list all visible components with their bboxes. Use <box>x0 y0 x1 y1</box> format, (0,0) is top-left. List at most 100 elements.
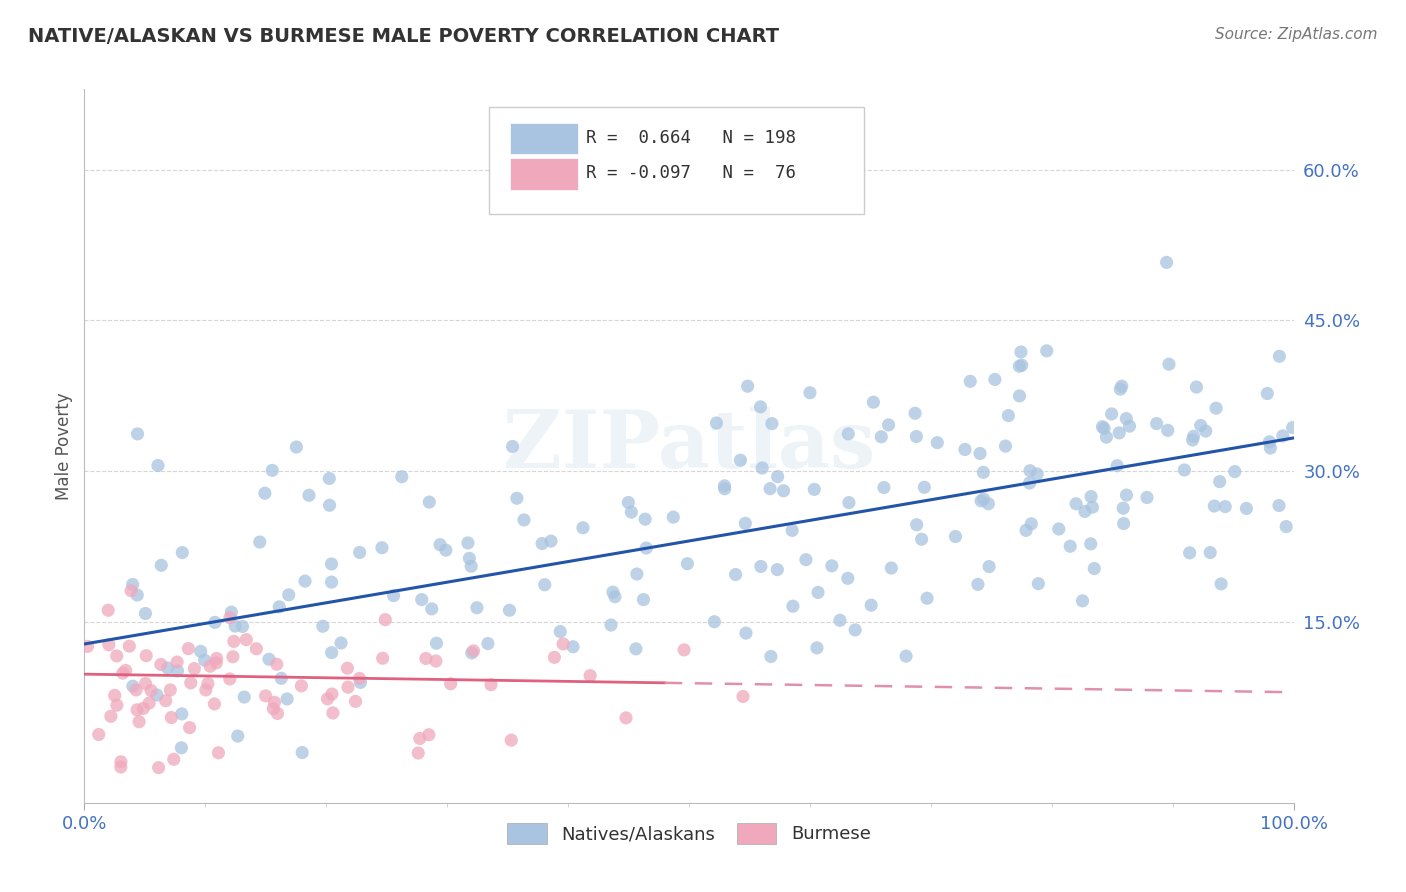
Point <box>461 646 484 660</box>
Point <box>838 495 860 509</box>
Y-axis label: Male Poverty: Male Poverty <box>55 392 73 500</box>
Point <box>543 650 565 665</box>
Point <box>128 714 150 729</box>
Point <box>703 615 725 629</box>
Text: Source: ZipAtlas.com: Source: ZipAtlas.com <box>1215 27 1378 42</box>
Point <box>553 637 575 651</box>
Point <box>1112 501 1135 516</box>
Point <box>269 599 291 614</box>
Point <box>477 636 499 650</box>
Point <box>121 577 143 591</box>
Point <box>860 598 883 612</box>
Point <box>197 676 219 690</box>
Point <box>479 678 502 692</box>
Point <box>600 618 623 632</box>
Point <box>821 558 844 573</box>
Point <box>434 543 457 558</box>
Point <box>873 481 896 495</box>
Point <box>603 590 626 604</box>
Point <box>1101 407 1123 421</box>
Point <box>160 710 183 724</box>
Point <box>1185 380 1208 394</box>
Point <box>533 578 555 592</box>
Point <box>662 510 685 524</box>
Point <box>828 613 851 627</box>
Point <box>953 442 976 457</box>
Point <box>782 599 804 614</box>
Point <box>1118 419 1140 434</box>
Point <box>837 426 859 441</box>
Point <box>257 652 280 666</box>
Point <box>759 649 782 664</box>
Point <box>321 687 343 701</box>
Point <box>110 760 132 774</box>
Point <box>374 613 396 627</box>
Point <box>713 479 735 493</box>
Point <box>155 694 177 708</box>
Point <box>1047 522 1070 536</box>
Point <box>1199 545 1222 559</box>
Point <box>1092 421 1115 435</box>
Point <box>312 619 335 633</box>
Point <box>163 752 186 766</box>
Point <box>205 656 228 670</box>
Point <box>97 603 120 617</box>
Point <box>837 571 859 585</box>
Point <box>636 541 658 555</box>
Point <box>502 440 524 454</box>
Point <box>336 680 359 694</box>
Point <box>880 561 903 575</box>
Point <box>198 659 221 673</box>
Point <box>1008 389 1031 403</box>
Point <box>970 494 993 508</box>
Point <box>231 619 253 633</box>
Point <box>984 372 1007 386</box>
Point <box>706 416 728 430</box>
Point <box>1083 561 1105 575</box>
FancyBboxPatch shape <box>510 123 578 154</box>
Point <box>1275 519 1298 533</box>
Point <box>266 657 288 672</box>
Point <box>1178 546 1201 560</box>
Point <box>111 666 134 681</box>
Point <box>1112 516 1135 531</box>
Point <box>1064 497 1087 511</box>
Point <box>1019 464 1042 478</box>
Point <box>1035 343 1057 358</box>
Point <box>1195 424 1218 438</box>
Point <box>425 636 447 650</box>
Point <box>1281 420 1303 434</box>
Point <box>1074 504 1097 518</box>
Point <box>877 417 900 432</box>
Point <box>172 545 194 559</box>
Point <box>166 655 188 669</box>
Point <box>138 696 160 710</box>
Point <box>1095 430 1118 444</box>
Point <box>1256 386 1278 401</box>
Point <box>132 701 155 715</box>
Point <box>562 640 585 654</box>
Point <box>294 574 316 588</box>
Point <box>118 639 141 653</box>
Point <box>751 461 773 475</box>
Point <box>676 557 699 571</box>
Point <box>285 440 308 454</box>
Point <box>415 651 437 665</box>
Point <box>1107 458 1129 473</box>
Text: ZIPatlas: ZIPatlas <box>503 407 875 485</box>
Point <box>222 649 245 664</box>
Point <box>1080 490 1102 504</box>
Point <box>910 533 932 547</box>
Point <box>572 521 595 535</box>
Point <box>159 682 181 697</box>
Point <box>183 662 205 676</box>
Point <box>1028 576 1050 591</box>
Point <box>506 491 529 506</box>
Point <box>382 589 405 603</box>
Point <box>749 559 772 574</box>
Point <box>1059 539 1081 553</box>
Point <box>959 374 981 388</box>
Point <box>945 529 967 543</box>
Point <box>100 709 122 723</box>
Point <box>194 653 217 667</box>
